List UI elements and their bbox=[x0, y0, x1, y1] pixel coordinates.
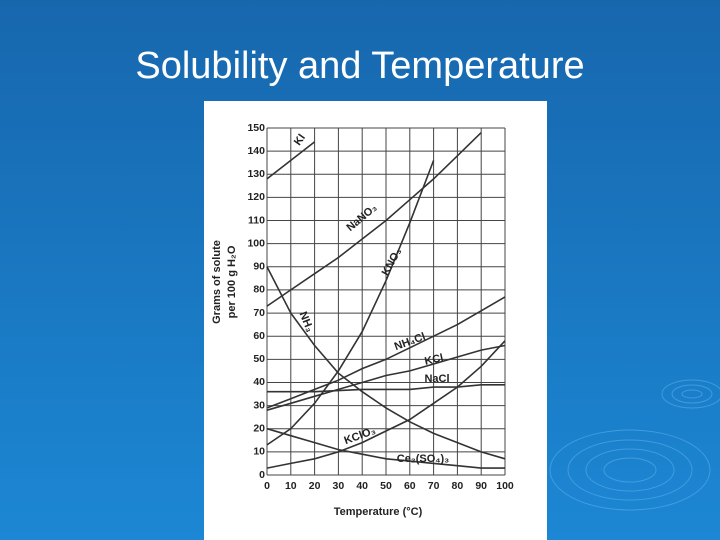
y-tick-label: 50 bbox=[253, 353, 265, 365]
series-line bbox=[266, 132, 482, 307]
y-tick-label: 150 bbox=[247, 122, 265, 134]
y-tick-label: 100 bbox=[247, 237, 265, 249]
y-axis-title: per 100 g H₂O bbox=[226, 245, 238, 318]
y-tick-label: 20 bbox=[253, 423, 265, 435]
x-tick-label: 80 bbox=[452, 480, 464, 492]
x-tick-label: 40 bbox=[356, 480, 368, 492]
series-line bbox=[266, 427, 505, 469]
x-tick-label: 60 bbox=[404, 480, 416, 492]
y-tick-label: 120 bbox=[247, 191, 265, 203]
series-line bbox=[266, 340, 506, 469]
y-tick-label: 140 bbox=[247, 145, 265, 157]
x-tick-label: 20 bbox=[309, 480, 321, 492]
chart-panel bbox=[204, 101, 547, 540]
x-tick-label: 30 bbox=[333, 480, 345, 492]
series-line bbox=[267, 384, 505, 393]
y-tick-label: 70 bbox=[253, 307, 265, 319]
y-tick-label: 90 bbox=[253, 261, 265, 273]
y-tick-label: 80 bbox=[253, 284, 265, 296]
y-tick-label: 30 bbox=[253, 399, 265, 411]
y-tick-label: 60 bbox=[253, 330, 265, 342]
x-tick-label: 50 bbox=[380, 480, 392, 492]
x-tick-label: 70 bbox=[428, 480, 440, 492]
y-axis-title: Grams of solute bbox=[211, 240, 223, 324]
y-tick-label: 0 bbox=[259, 469, 265, 481]
series-line bbox=[266, 344, 506, 411]
series-label: KCl bbox=[423, 352, 444, 368]
y-tick-label: 130 bbox=[247, 168, 265, 180]
series-line bbox=[266, 160, 435, 446]
x-tick-label: 10 bbox=[285, 480, 297, 492]
y-tick-label: 10 bbox=[253, 446, 265, 458]
ripples bbox=[549, 379, 720, 511]
chart-title: Solubility and Temperature bbox=[135, 45, 584, 87]
series-line bbox=[266, 266, 506, 460]
x-tick-label: 0 bbox=[264, 480, 270, 492]
series-label: Ce₂(SO₄)₃ bbox=[397, 453, 450, 465]
x-tick-label: 100 bbox=[496, 480, 514, 492]
x-tick-label: 90 bbox=[475, 480, 487, 492]
y-tick-label: 110 bbox=[248, 214, 265, 226]
x-axis-title: Temperature (°C) bbox=[334, 506, 423, 518]
series-label: NaCl bbox=[424, 373, 449, 385]
series-line bbox=[266, 141, 316, 180]
y-tick-label: 40 bbox=[253, 376, 265, 388]
